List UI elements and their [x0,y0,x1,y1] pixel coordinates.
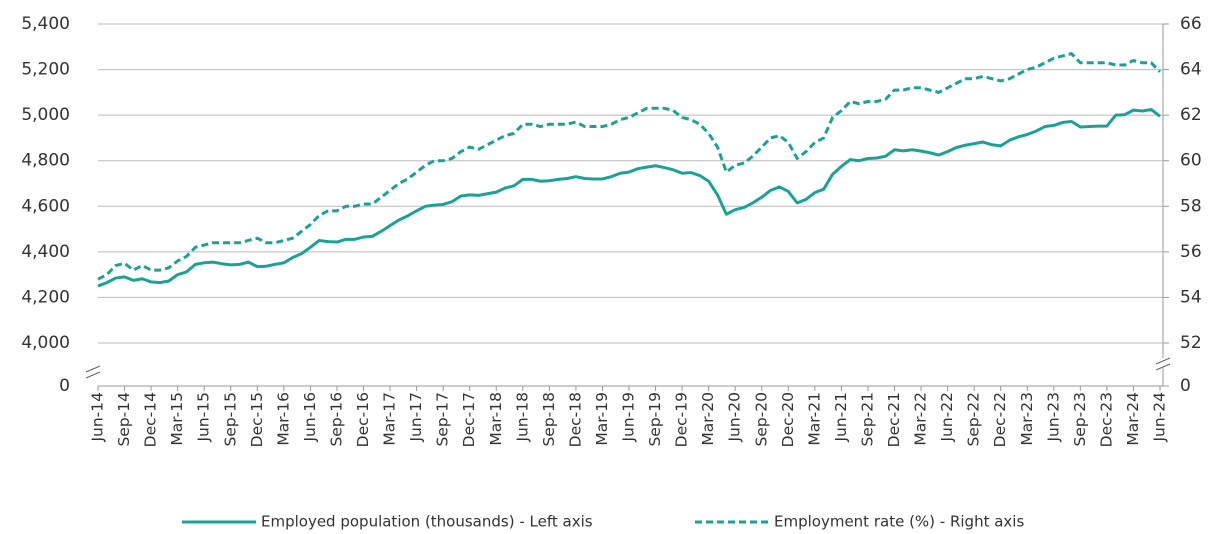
x-tick-label: Dec-23 [1097,392,1115,447]
y-tick-label: 5,000 [21,105,70,125]
axis-break-gap [1154,358,1170,368]
legend-item: Employed population (thousands) - Left a… [182,513,593,531]
x-tick-label: Mar-24 [1124,392,1142,446]
x-tick-label: Sep-14 [115,392,133,447]
y2-tick-label: 62 [1180,105,1202,125]
axis-break [1155,363,1171,371]
y-tick-label: 0 [59,376,70,396]
y2-tick-label: 58 [1180,196,1202,216]
x-tick-label: Mar-22 [912,392,930,446]
x-tick-label: Sep-19 [646,392,664,447]
x-tick-label: Sep-17 [434,392,452,447]
x-tick-label: Jun-17 [407,392,425,443]
x-tick-label: Dec-16 [354,392,372,447]
x-tick-label: Dec-20 [779,392,797,447]
x-tick-label: Mar-17 [381,392,399,446]
series-line [97,107,1161,288]
series-line [97,52,1162,281]
x-tick-label: Dec-19 [673,392,691,447]
x-tick-label: Jun-15 [195,392,213,443]
legend-item: Employment rate (%) - Right axis [695,513,1024,531]
y2-tick-label: 64 [1180,60,1202,80]
y-tick-label: 4,000 [21,333,70,353]
x-tick-label: Jun-18 [513,392,531,443]
y-tick-label: 4,400 [21,242,70,262]
x-tick-label: Dec-14 [142,392,160,447]
x-tick-label: Mar-19 [593,392,611,446]
legend-label: Employed population (thousands) - Left a… [261,513,593,531]
x-tick-label: Jun-24 [1151,392,1169,443]
x-tick-label: Mar-21 [805,392,823,446]
x-tick-label: Sep-16 [327,392,345,447]
y-tick-label: 5,200 [21,60,70,80]
x-tick-label: Dec-17 [460,392,478,447]
x-tick-label: Mar-20 [699,392,717,446]
y2-tick-label: 0 [1180,376,1191,396]
x-tick-label: Sep-21 [858,392,876,447]
y-tick-label: 4,800 [21,151,70,171]
x-tick-label: Jun-23 [1044,392,1062,443]
axis-break-gap [84,366,100,376]
y2-tick-label: 56 [1180,242,1202,262]
y2-tick-label: 60 [1180,151,1202,171]
x-tick-label: Dec-21 [885,392,903,447]
x-tick-label: Sep-23 [1071,392,1089,447]
x-tick-label: Mar-18 [487,392,505,446]
x-tick-label: Mar-16 [274,392,292,446]
axis-break [1155,357,1171,365]
x-tick-label: Sep-15 [221,392,239,447]
y-tick-label: 4,600 [21,196,70,216]
y2-tick-label: 54 [1180,287,1202,307]
axis-break [85,365,101,373]
x-tick-label: Jun-20 [726,392,744,443]
x-tick-label: Jun-21 [832,392,850,443]
axis-break [85,371,101,379]
x-tick-label: Mar-15 [168,392,186,446]
y2-tick-label: 66 [1180,14,1202,34]
x-tick-label: Jun-14 [89,392,107,443]
y2-tick-label: 52 [1180,333,1202,353]
y-tick-label: 5,400 [21,14,70,34]
x-tick-label: Dec-15 [248,392,266,447]
x-tick-label: Sep-20 [752,392,770,447]
x-tick-label: Jun-19 [620,392,638,443]
x-tick-label: Jun-16 [301,392,319,443]
x-tick-label: Jun-22 [938,392,956,443]
x-tick-label: Dec-18 [566,392,584,447]
x-tick-label: Sep-18 [540,392,558,447]
legend-label: Employment rate (%) - Right axis [774,513,1024,531]
x-tick-label: Sep-22 [965,392,983,447]
x-tick-label: Mar-23 [1018,392,1036,446]
y-tick-label: 4,200 [21,287,70,307]
x-tick-label: Dec-22 [991,392,1009,447]
